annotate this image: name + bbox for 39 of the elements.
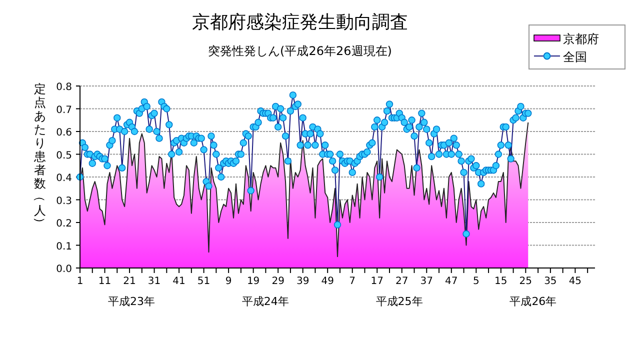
x-tick-label: 51 bbox=[197, 276, 210, 287]
text: 平成23年 bbox=[108, 295, 155, 308]
x-tick-label: 41 bbox=[172, 276, 186, 287]
y-tick-label: 0.0 bbox=[56, 264, 72, 275]
text: 平成26年 bbox=[510, 295, 557, 308]
text: 平成24年 bbox=[242, 295, 289, 308]
x-tick-label: 17 bbox=[370, 276, 384, 287]
y-tick-label: 0.7 bbox=[56, 104, 72, 116]
x-tick-label: 11 bbox=[98, 276, 112, 287]
x-tick-label: 25 bbox=[519, 276, 532, 287]
y-tick-label: 0.2 bbox=[56, 218, 72, 230]
y-tick-label: 0.3 bbox=[56, 196, 72, 207]
x-tick-label: 1 bbox=[76, 276, 84, 287]
y-tick-label: 0.1 bbox=[56, 241, 72, 252]
x-tick-label: 7 bbox=[349, 276, 356, 287]
x-tick-label: 9 bbox=[225, 276, 232, 287]
x-tick-label: 5 bbox=[472, 276, 480, 287]
y-tick-label: 0.8 bbox=[56, 82, 72, 93]
text: 平成25年 bbox=[376, 295, 423, 308]
y-axis-title: 定点あたり患者数（人） bbox=[33, 82, 47, 229]
x-tick-label: 27 bbox=[396, 276, 408, 287]
x-tick-label: 35 bbox=[544, 276, 557, 287]
y-tick-label: 0.6 bbox=[56, 128, 72, 138]
x-tick-label: 29 bbox=[272, 276, 284, 287]
y-tick-label: 0.5 bbox=[56, 150, 72, 162]
x-tick-label: 31 bbox=[148, 276, 161, 287]
legend-label: 京都府 bbox=[563, 32, 599, 46]
chart-title: 京都府感染症発生動向調査 bbox=[192, 12, 408, 33]
chart-subtitle: 突発性発しん(平成26年26週現在) bbox=[208, 44, 392, 58]
x-tick-label: 45 bbox=[568, 276, 582, 287]
legend-label: 全国 bbox=[563, 50, 587, 64]
x-tick-label: 39 bbox=[296, 276, 310, 287]
x-tick-label: 37 bbox=[420, 276, 433, 287]
y-tick-label: 0.4 bbox=[56, 173, 72, 184]
x-tick-label: 49 bbox=[321, 276, 334, 287]
x-tick-label: 47 bbox=[445, 276, 458, 287]
x-tick-label: 15 bbox=[494, 276, 508, 287]
x-tick-label: 19 bbox=[246, 276, 260, 287]
x-tick-label: 21 bbox=[123, 276, 136, 287]
